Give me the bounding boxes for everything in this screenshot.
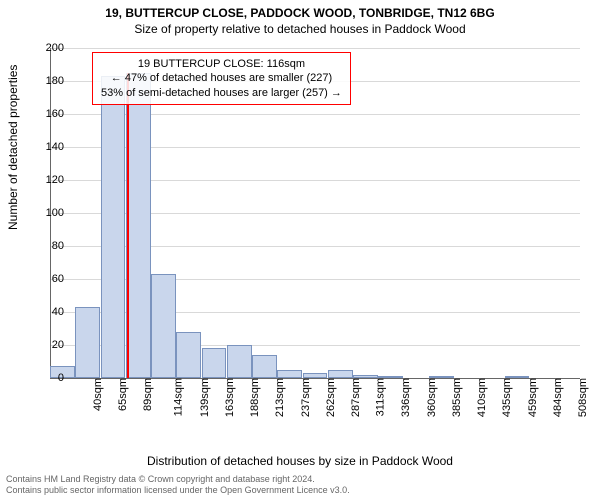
x-tick-label: 213sqm <box>274 378 286 417</box>
annotation-line: ← 47% of detached houses are smaller (22… <box>101 71 342 85</box>
y-tick-label: 140 <box>34 141 64 153</box>
annotation-box: 19 BUTTERCUP CLOSE: 116sqm← 47% of detac… <box>92 52 351 105</box>
x-tick-label: 89sqm <box>142 378 154 411</box>
x-tick-label: 40sqm <box>92 378 104 411</box>
histogram-bar <box>505 376 530 378</box>
x-tick-label: 311sqm <box>375 378 387 416</box>
x-tick-label: 459sqm <box>527 378 539 417</box>
y-tick-label: 180 <box>34 75 64 87</box>
x-tick-label: 262sqm <box>325 378 337 417</box>
histogram-bar <box>75 307 100 378</box>
annotation-line: 19 BUTTERCUP CLOSE: 116sqm <box>101 57 342 71</box>
chart-title: 19, BUTTERCUP CLOSE, PADDOCK WOOD, TONBR… <box>0 0 600 20</box>
y-tick-label: 20 <box>34 339 64 351</box>
x-tick-label: 287sqm <box>350 378 362 417</box>
x-tick-label: 435sqm <box>502 378 514 417</box>
annotation-line: 53% of semi-detached houses are larger (… <box>101 86 342 100</box>
y-tick-label: 40 <box>34 306 64 318</box>
x-tick-label: 65sqm <box>117 378 129 411</box>
histogram-bar <box>303 373 328 378</box>
x-tick-label: 360sqm <box>426 378 438 417</box>
x-tick-label: 139sqm <box>199 378 211 417</box>
y-tick-label: 200 <box>34 42 64 54</box>
x-tick-label: 336sqm <box>401 378 413 417</box>
x-tick-label: 188sqm <box>249 378 261 417</box>
y-axis-label: Number of detached properties <box>6 65 20 230</box>
x-tick-label: 385sqm <box>451 378 463 417</box>
x-tick-label: 508sqm <box>577 378 589 417</box>
histogram-bar <box>176 332 201 378</box>
chart-area: 40sqm 65sqm 89sqm 114sqm 139sqm 163sqm 188sqm 2… <box>50 48 580 428</box>
y-tick-label: 160 <box>34 108 64 120</box>
property-marker-line <box>127 73 129 378</box>
histogram-bar <box>353 375 378 378</box>
histogram-bar <box>252 355 277 378</box>
histogram-bar <box>378 376 403 378</box>
x-tick-label: 237sqm <box>300 378 312 417</box>
y-tick-label: 80 <box>34 240 64 252</box>
footer-attribution: Contains HM Land Registry data © Crown c… <box>6 474 350 496</box>
histogram-bar <box>151 274 176 378</box>
gridline <box>50 48 580 49</box>
plot-area: 40sqm65sqm89sqm114sqm139sqm163sqm188sqm2… <box>50 48 580 378</box>
x-tick-label: 163sqm <box>224 378 236 417</box>
y-tick-label: 120 <box>34 174 64 186</box>
y-tick-label: 0 <box>34 372 64 384</box>
histogram-bar <box>429 376 454 378</box>
histogram-bar <box>277 370 302 378</box>
x-axis-label: Distribution of detached houses by size … <box>0 454 600 468</box>
histogram-bar <box>202 348 227 378</box>
x-tick-label: 410sqm <box>476 378 488 417</box>
x-tick-label: 114sqm <box>173 378 185 416</box>
histogram-bar <box>227 345 252 378</box>
histogram-bar <box>126 73 151 378</box>
footer-line-1: Contains HM Land Registry data © Crown c… <box>6 474 350 485</box>
histogram-bar <box>328 370 353 378</box>
chart-subtitle: Size of property relative to detached ho… <box>0 20 600 36</box>
footer-line-2: Contains public sector information licen… <box>6 485 350 496</box>
y-tick-label: 100 <box>34 207 64 219</box>
y-tick-label: 60 <box>34 273 64 285</box>
x-tick-label: 484sqm <box>552 378 564 417</box>
histogram-bar <box>101 76 126 378</box>
